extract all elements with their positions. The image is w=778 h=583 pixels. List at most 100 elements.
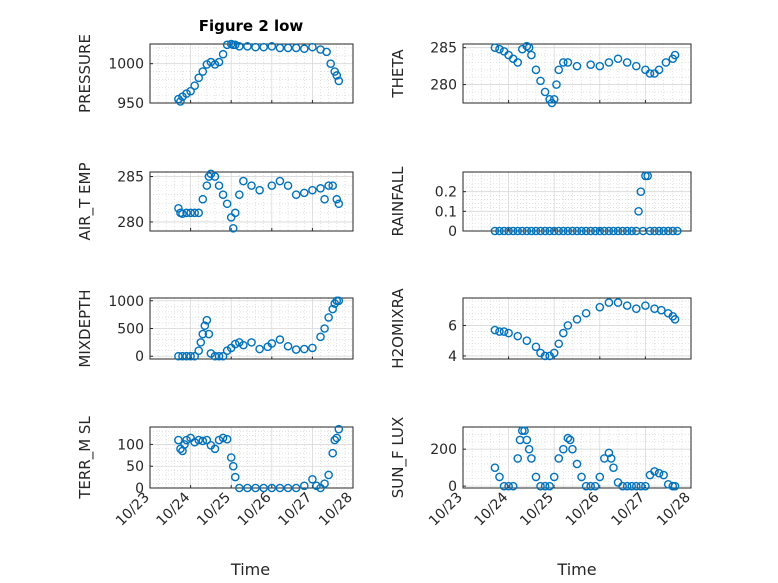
data-point xyxy=(214,57,224,67)
data-point xyxy=(308,343,317,353)
data-point xyxy=(495,44,504,54)
data-point xyxy=(230,339,240,349)
data-point xyxy=(190,208,199,218)
data-point xyxy=(316,332,325,342)
data-point xyxy=(531,65,541,75)
data-point xyxy=(641,301,650,310)
data-point xyxy=(182,435,191,445)
data-point xyxy=(299,344,309,354)
data-point xyxy=(328,448,338,458)
data-point xyxy=(210,172,220,181)
y-tick-label: 0 xyxy=(135,481,144,497)
data-point xyxy=(604,448,614,458)
data-point xyxy=(631,61,641,71)
data-point xyxy=(600,226,609,236)
data-point xyxy=(641,481,650,491)
data-point xyxy=(218,49,228,59)
data-point xyxy=(554,65,564,75)
data-point xyxy=(174,351,183,361)
data-point xyxy=(228,461,238,471)
subplot-h2omixra: 4 6 H2OMIXRA xyxy=(389,288,692,369)
data-point xyxy=(490,325,500,335)
data-point xyxy=(251,42,260,52)
data-point xyxy=(275,483,285,493)
data-point xyxy=(636,481,646,491)
data-point xyxy=(222,434,232,444)
x-tick-label: 10/25 xyxy=(194,490,234,530)
data-point xyxy=(283,483,293,493)
data-point xyxy=(190,81,199,90)
data-point xyxy=(239,340,248,350)
data-point xyxy=(540,87,550,97)
data-point xyxy=(299,481,309,491)
data-point xyxy=(517,226,527,236)
data-point xyxy=(320,324,329,333)
data-point xyxy=(549,226,559,236)
data-point xyxy=(527,226,536,236)
data-point xyxy=(645,69,655,78)
data-point xyxy=(609,226,618,236)
data-point xyxy=(536,481,545,491)
data-point xyxy=(499,481,509,491)
y-tick-label: 0 xyxy=(448,479,457,495)
data-point xyxy=(513,58,523,67)
data-point xyxy=(291,190,301,199)
y-tick-label: 6 xyxy=(448,318,457,334)
data-point xyxy=(334,76,344,86)
x-tick-label: 10/25 xyxy=(517,490,557,530)
data-point xyxy=(328,181,338,190)
data-point xyxy=(643,171,652,181)
data-point xyxy=(222,199,232,209)
data-point xyxy=(190,437,199,447)
axes-frame xyxy=(462,426,692,489)
data-point xyxy=(259,483,268,493)
data-point xyxy=(490,463,500,472)
data-point xyxy=(222,40,232,50)
data-point xyxy=(255,185,264,195)
data-point xyxy=(324,470,333,480)
data-point xyxy=(243,483,252,493)
data-point xyxy=(613,54,623,64)
data-point xyxy=(324,313,333,322)
subplot-rainfall: 0 0.1 0.2 RAINFALL xyxy=(389,166,692,240)
y-tick-label: 50 xyxy=(126,459,144,475)
data-point xyxy=(613,298,623,307)
y-tick-label: 0 xyxy=(448,224,457,240)
data-point xyxy=(670,315,680,324)
data-point xyxy=(198,67,208,76)
data-point xyxy=(182,208,191,218)
data-point xyxy=(618,481,627,491)
subplot-pressure: 950 1000 PRESSURE xyxy=(76,34,354,113)
data-point xyxy=(581,226,591,236)
data-point xyxy=(613,226,623,236)
data-point xyxy=(552,80,561,89)
axes-background xyxy=(462,171,692,232)
data-point xyxy=(524,43,534,52)
data-point xyxy=(559,328,568,338)
y-tick-label: 1000 xyxy=(108,57,144,73)
y-tick-label: 285 xyxy=(117,170,144,186)
data-point xyxy=(499,226,509,236)
data-point xyxy=(627,481,637,491)
data-point xyxy=(654,226,664,236)
data-point xyxy=(330,435,340,445)
data-point xyxy=(291,345,301,354)
data-point xyxy=(657,305,666,315)
data-point xyxy=(180,440,189,449)
data-point xyxy=(204,329,214,339)
y-axis-label: RAINFALL xyxy=(389,166,407,237)
data-point xyxy=(495,327,504,336)
data-point xyxy=(326,59,335,68)
data-point xyxy=(259,42,268,52)
data-point xyxy=(174,435,183,445)
data-point xyxy=(190,351,199,361)
data-point xyxy=(504,481,513,491)
data-point xyxy=(251,483,260,493)
data-point xyxy=(235,483,244,493)
y-tick-label: 200 xyxy=(430,442,457,458)
data-point xyxy=(334,199,344,209)
data-point xyxy=(634,207,643,216)
y-axis-label: MIXDEPTH xyxy=(76,289,94,367)
data-point xyxy=(230,40,240,50)
